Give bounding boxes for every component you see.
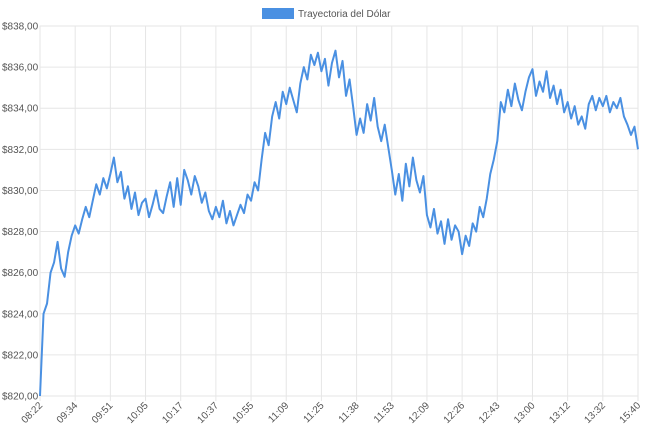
y-tick-label: $832,00: [2, 145, 39, 156]
x-tick-label: 12:26: [442, 400, 468, 426]
x-tick-label: 12:09: [407, 400, 433, 426]
y-tick-label: $834,00: [2, 104, 39, 115]
x-tick-label: 09:51: [90, 400, 116, 426]
x-tick-label: 09:34: [55, 400, 81, 426]
y-tick-label: $838,00: [2, 22, 39, 33]
y-tick-label: $824,00: [2, 309, 39, 320]
x-tick-label: 10:17: [160, 400, 186, 426]
y-tick-label: $826,00: [2, 268, 39, 279]
x-tick-label: 13:32: [582, 400, 608, 426]
legend-label: Trayectoria del Dólar: [298, 9, 391, 20]
x-tick-label: 10:55: [231, 400, 257, 426]
y-tick-label: $836,00: [2, 63, 39, 74]
x-tick-label: 13:12: [547, 400, 573, 426]
x-tick-label: 11:38: [337, 400, 362, 425]
x-tick-label: 08:22: [20, 400, 46, 426]
y-tick-label: $820,00: [2, 392, 39, 403]
x-tick-label: 13:00: [512, 400, 538, 426]
y-tick-label: $822,00: [2, 350, 39, 361]
y-tick-label: $830,00: [2, 186, 39, 197]
x-tick-label: 12:43: [477, 400, 503, 426]
y-tick-label: $828,00: [2, 227, 39, 238]
data-line: [39, 49, 639, 397]
x-tick-label: 10:37: [196, 400, 222, 426]
x-tick-label: 11:53: [372, 400, 397, 425]
x-tick-label: 10:05: [125, 400, 151, 426]
x-tick-label: 11:25: [302, 400, 327, 425]
legend-swatch: [262, 8, 294, 19]
x-tick-label: 15:40: [618, 400, 644, 426]
x-tick-label: 11:09: [266, 400, 291, 425]
